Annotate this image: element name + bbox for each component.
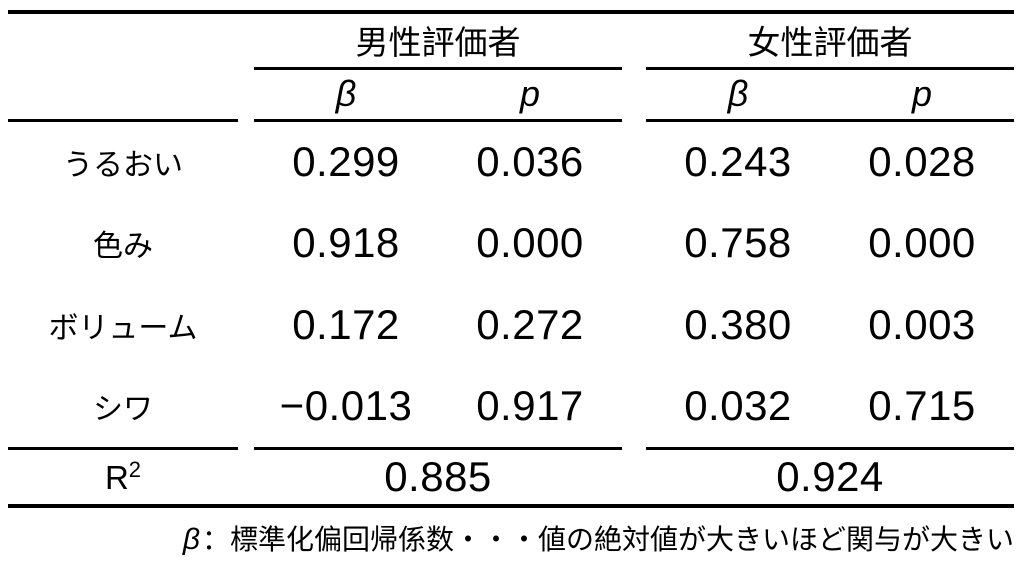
- male-beta-value: 0.299: [292, 137, 400, 185]
- female-p-header: p: [830, 68, 1014, 122]
- female-beta-value: 0.243: [684, 137, 792, 185]
- spacer: [622, 284, 646, 366]
- female-p-value: 0.003: [868, 301, 976, 348]
- male-p-header: p: [438, 68, 622, 122]
- spacer: [238, 284, 254, 366]
- corner-blank-cell: [8, 12, 238, 68]
- male-beta-header: β: [254, 68, 438, 122]
- regression-results-table: 男性評価者 女性評価者 β p β p うるおい 0.299 0.036 0.2…: [8, 10, 1014, 508]
- female-p-value: 0.715: [868, 382, 976, 430]
- r-squared-row: R2 0.885 0.924: [8, 446, 1014, 506]
- spacer: [238, 68, 254, 120]
- spacer: [622, 68, 646, 120]
- female-beta-value: 0.032: [684, 382, 792, 430]
- spacer: [622, 120, 646, 202]
- spacer: [238, 366, 254, 448]
- spacer: [622, 448, 646, 506]
- male-p-value: 0.000: [476, 219, 584, 266]
- male-beta-value: 0.918: [292, 219, 400, 266]
- male-r-squared-value: 0.885: [254, 446, 622, 506]
- female-beta-header: β: [646, 68, 830, 122]
- beta-footnote: β：標準化偏回帰係数・・・値の絶対値が大きいほど関与が大きい: [8, 518, 1016, 558]
- table-row-moisture: うるおい 0.299 0.036 0.243 0.028: [8, 120, 1014, 202]
- female-p-value: 0.028: [868, 137, 976, 185]
- row-label: うるおい: [63, 148, 183, 182]
- label-column-header-blank: [8, 68, 238, 122]
- spacer: [238, 448, 254, 506]
- male-p-value: 0.917: [476, 382, 584, 430]
- male-p-value: 0.036: [476, 137, 584, 185]
- spacer: [622, 202, 646, 284]
- spacer: [622, 12, 646, 68]
- male-raters-group-header: 男性評価者: [254, 12, 622, 70]
- female-r-squared-value: 0.924: [646, 446, 1014, 506]
- female-raters-group-header: 女性評価者: [646, 12, 1014, 70]
- male-beta-value: 0.172: [292, 301, 400, 348]
- row-label: シワ: [93, 393, 153, 427]
- r-squared-label: R2: [8, 446, 238, 506]
- group-header-row: 男性評価者 女性評価者: [8, 12, 1014, 70]
- row-label: 色み: [93, 230, 153, 263]
- row-label: ボリューム: [48, 312, 198, 345]
- subheader-row: β p β p: [8, 68, 1014, 122]
- footnote-text: ：標準化偏回帰係数・・・値の絶対値が大きいほど関与が大きい: [201, 524, 1014, 555]
- female-beta-value: 0.380: [684, 301, 792, 348]
- spacer: [238, 202, 254, 284]
- male-beta-value: −0.013: [279, 382, 413, 430]
- spacer: [238, 12, 254, 68]
- female-beta-value: 0.758: [684, 219, 792, 266]
- table-row-color: 色み 0.918 0.000 0.758 0.000: [8, 202, 1014, 284]
- beta-symbol: β: [182, 523, 200, 556]
- spacer: [622, 366, 646, 448]
- table-row-wrinkles: シワ −0.013 0.917 0.032 0.715: [8, 366, 1014, 448]
- table-row-volume: ボリューム 0.172 0.272 0.380 0.003: [8, 284, 1014, 366]
- male-p-value: 0.272: [476, 301, 584, 348]
- spacer: [238, 120, 254, 202]
- female-p-value: 0.000: [868, 219, 976, 266]
